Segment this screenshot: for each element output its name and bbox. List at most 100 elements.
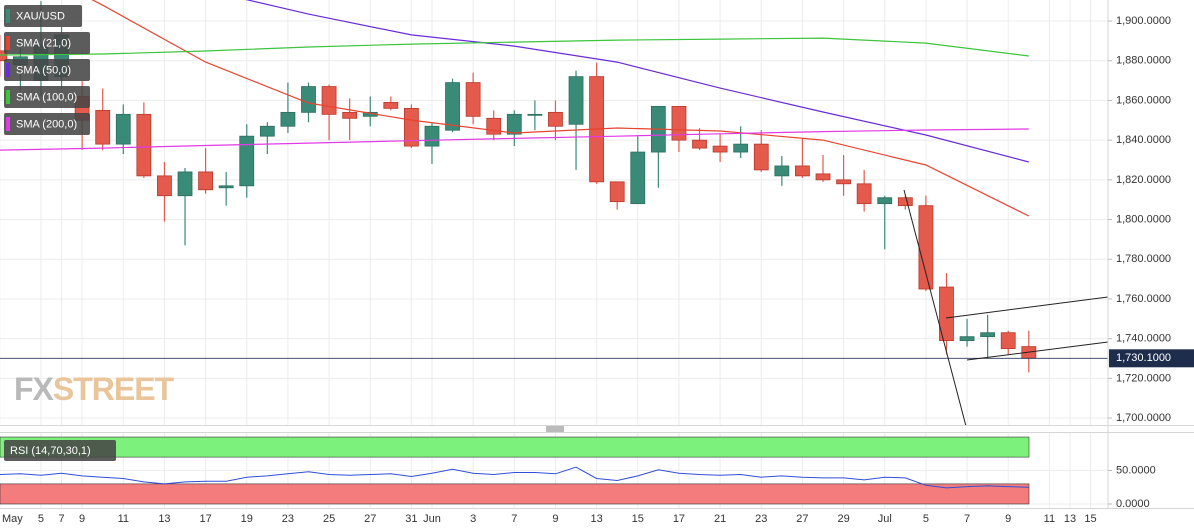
channel-upper [945, 296, 1108, 319]
candle-body [177, 171, 193, 197]
candle-body [465, 82, 481, 117]
candle-body [856, 183, 872, 205]
legend-label: SMA (21,0) [16, 37, 71, 49]
candle-body [403, 107, 419, 147]
legend-label: SMA (200,0) [16, 118, 77, 130]
sma-line [0, 37, 1029, 57]
y-tick-label: 50.0000 [1116, 464, 1156, 476]
y-tick-label: 1,900.0000 [1116, 15, 1171, 27]
rsi-panel [0, 436, 1030, 505]
x-tick-label: 25 [323, 513, 335, 525]
x-tick-label: May [2, 513, 23, 525]
rsi-band [0, 436, 1030, 458]
candle-body [259, 125, 275, 137]
divider-handle[interactable] [546, 426, 564, 432]
x-tick-label: 29 [837, 513, 849, 525]
y-tick-label: 1,800.0000 [1116, 213, 1171, 225]
candle-body [877, 197, 893, 205]
legend-item[interactable]: SMA (100,0) [4, 86, 90, 108]
x-tick-label: Jul [878, 513, 892, 525]
watermark-street: STREET [53, 371, 175, 407]
x-tick-label: 9 [79, 513, 85, 525]
x-tick-label: 15 [632, 513, 644, 525]
x-tick-label: 27 [364, 513, 376, 525]
x-tick-label: 11 [1044, 513, 1055, 525]
legend-label: XAU/USD [16, 10, 65, 22]
candle-body [527, 113, 543, 116]
candle-body [383, 102, 399, 109]
x-tick-label: 9 [1005, 513, 1011, 525]
legend-item[interactable]: XAU/USD [4, 5, 82, 27]
legend-item[interactable]: RSI (14,70,30,1) [4, 440, 116, 461]
candle-body [342, 111, 358, 119]
drawings [903, 189, 1108, 425]
legend-box [4, 113, 90, 135]
legend-label: SMA (50,0) [16, 64, 71, 76]
x-tick-label: Jun [423, 513, 441, 525]
x-tick-label: 5 [923, 513, 929, 525]
trend-line [903, 189, 967, 425]
x-tick-label: 15 [1084, 513, 1096, 525]
legend-label: SMA (100,0) [16, 91, 77, 103]
y-tick-label: 0.0000 [1116, 498, 1150, 510]
sma-line [91, 0, 1030, 217]
y-tick-label: 1,820.0000 [1116, 174, 1171, 186]
x-tick-label: 5 [38, 513, 44, 525]
candle-body [795, 165, 810, 177]
candle-body [548, 111, 563, 127]
candle-body [301, 86, 316, 113]
candle-body [609, 181, 625, 203]
legend-box [4, 5, 82, 27]
candle-body [115, 113, 131, 145]
x-tick-label: 13 [590, 513, 602, 525]
legend-box [4, 440, 116, 461]
x-tick-label: 23 [755, 513, 767, 525]
last-price-box [1109, 349, 1194, 368]
rsi-band [0, 483, 1030, 505]
candle-body [939, 286, 954, 342]
candle-body [424, 125, 440, 147]
x-tick-label: 13 [1064, 513, 1076, 525]
last-price-label: 1,730.1000 [1116, 352, 1171, 364]
sma-line [245, 0, 1029, 163]
x-tick-label: 19 [241, 513, 253, 525]
candle-body [445, 82, 460, 131]
legend-box [4, 32, 90, 54]
x-tick-label: 21 [714, 513, 726, 525]
legend-swatch [6, 90, 10, 104]
candle-body [157, 175, 172, 197]
x-tick-label: 7 [964, 513, 970, 525]
candle-body [897, 197, 913, 207]
candle-body [321, 86, 337, 115]
candle-body [733, 143, 749, 153]
x-tick-label: 7 [511, 513, 517, 525]
candle-body [506, 113, 522, 135]
candle-body [280, 111, 296, 127]
candle-body [568, 76, 584, 125]
candle-body [198, 171, 214, 191]
candle-body [136, 113, 152, 177]
x-tick-label: 13 [158, 513, 170, 525]
sma-line [0, 128, 1029, 151]
x-tick-label: 31 [405, 513, 417, 525]
legend-item[interactable]: SMA (200,0) [4, 113, 90, 135]
legend: XAU/USD SMA (21,0) SMA (50,0) SMA (100,0) SM… [4, 5, 116, 461]
channel-lower [966, 341, 1108, 361]
x-tick-label: 9 [552, 513, 558, 525]
watermark-fx: FX [14, 371, 55, 407]
legend-swatch [6, 36, 10, 50]
candle-body [218, 185, 234, 189]
x-tick-label: 23 [282, 513, 294, 525]
candle-body [630, 151, 646, 205]
y-tick-label: 1,840.0000 [1116, 134, 1171, 146]
candle-body [712, 145, 728, 153]
candle-body [959, 336, 975, 342]
legend-item[interactable]: SMA (50,0) [4, 59, 90, 81]
x-tick-label: 17 [199, 513, 211, 525]
y-tick-label: 1,760.0000 [1116, 293, 1171, 305]
legend-item[interactable]: SMA (21,0) [4, 32, 90, 54]
x-tick-label: 11 [118, 513, 129, 525]
candle-body [692, 139, 707, 149]
